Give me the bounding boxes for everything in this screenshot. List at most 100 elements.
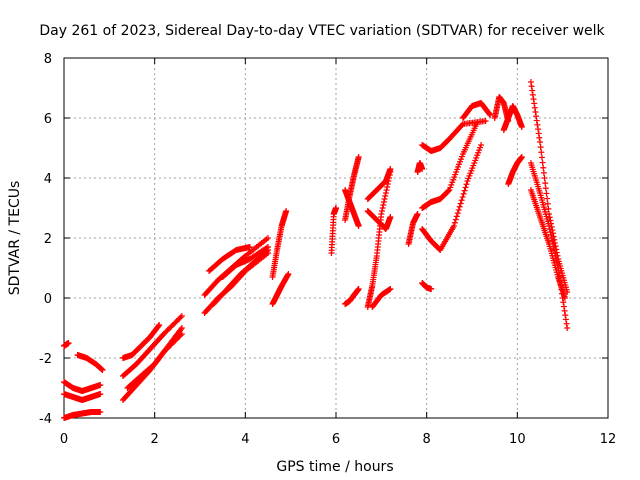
data-point: [538, 149, 545, 156]
data-point: [456, 203, 463, 210]
data-point: [457, 200, 464, 207]
data-point: [463, 181, 470, 188]
data-point: [65, 340, 72, 346]
data-point: [387, 286, 394, 292]
data-point: [381, 196, 388, 202]
data-point: [285, 271, 292, 277]
data-point: [265, 244, 271, 250]
data-point: [533, 117, 540, 124]
data-point: [535, 126, 542, 133]
data-point: [487, 112, 494, 118]
data-point: [537, 139, 543, 145]
data-point: [452, 216, 459, 223]
data-point: [445, 187, 452, 194]
data-point: [265, 235, 271, 241]
data-point: [97, 409, 104, 415]
y-axis-title: SDTVAR / TECUs: [7, 181, 23, 296]
data-point: [561, 295, 568, 301]
data-point: [155, 322, 162, 329]
data-point: [382, 193, 389, 199]
x-tick-label: 10: [509, 432, 526, 447]
data-point: [178, 313, 185, 319]
data-point: [97, 382, 104, 388]
data-point: [177, 326, 184, 333]
data-point: [283, 208, 290, 214]
chart-title: Day 261 of 2023, Sidereal Day-to-day VTE…: [39, 23, 605, 39]
data-point: [387, 214, 394, 220]
data-point: [486, 111, 493, 118]
data-point: [544, 200, 551, 207]
data-point: [419, 166, 426, 172]
data-point: [458, 197, 465, 204]
data-point: [564, 325, 571, 331]
grid-lines: [64, 58, 608, 418]
data-point: [546, 223, 553, 229]
data-point: [549, 238, 556, 244]
data-point: [539, 159, 546, 166]
data-point: [445, 188, 452, 195]
data-point: [540, 164, 547, 171]
data-point: [453, 213, 460, 220]
data-point: [263, 244, 270, 251]
data-point: [246, 244, 253, 250]
data-point: [461, 187, 468, 194]
data-point: [534, 121, 541, 128]
data-point: [562, 312, 569, 319]
y-tick-label: -2: [39, 352, 52, 367]
data-point: [378, 211, 385, 217]
data-point: [455, 206, 462, 213]
x-tick-label: 6: [332, 432, 340, 447]
data-point: [537, 144, 544, 151]
data-point: [97, 391, 104, 397]
data-point: [482, 118, 489, 124]
data-point: [518, 154, 525, 160]
data-point: [478, 142, 485, 148]
data-points: [61, 79, 571, 421]
data-point: [529, 91, 536, 98]
data-point: [551, 247, 558, 253]
data-point: [428, 286, 435, 292]
data-point: [531, 100, 538, 107]
data-point: [379, 205, 386, 211]
data-point: [333, 205, 339, 211]
data-point: [384, 184, 391, 190]
data-point: [355, 223, 362, 229]
data-point: [382, 190, 389, 196]
y-tick-label: -4: [39, 412, 52, 427]
data-point: [533, 113, 540, 120]
data-point: [538, 154, 545, 161]
x-tick-label: 2: [151, 432, 159, 447]
y-tick-label: 0: [44, 292, 52, 307]
data-point: [459, 194, 466, 201]
data-point: [378, 208, 385, 214]
data-point: [536, 134, 543, 141]
data-point: [387, 166, 394, 172]
data-point: [543, 190, 550, 197]
data-point: [460, 190, 467, 197]
y-tick-label: 4: [44, 172, 52, 187]
data-point: [542, 180, 549, 187]
data-point: [542, 185, 549, 192]
data-point: [546, 226, 553, 232]
data-point: [414, 211, 421, 217]
x-tick-label: 0: [60, 432, 68, 447]
data-point: [99, 367, 106, 373]
data-point: [563, 320, 570, 327]
data-point: [527, 79, 534, 85]
x-axis-title: GPS time / hours: [276, 459, 393, 475]
data-point: [545, 205, 552, 212]
data-point: [462, 184, 469, 191]
data-point: [548, 232, 555, 238]
data-point: [178, 325, 185, 331]
data-point: [529, 87, 536, 94]
data-point: [355, 154, 362, 160]
x-tick-label: 12: [600, 432, 617, 447]
data-point: [355, 286, 362, 292]
y-tick-label: 6: [44, 112, 52, 127]
data-point: [450, 223, 457, 229]
data-point: [541, 175, 548, 181]
axis-ticks: 0 2 4 6 8 10 12 -4 -2 0 2 4 6 8: [39, 52, 616, 447]
data-point: [540, 169, 547, 176]
data-point: [530, 96, 537, 103]
